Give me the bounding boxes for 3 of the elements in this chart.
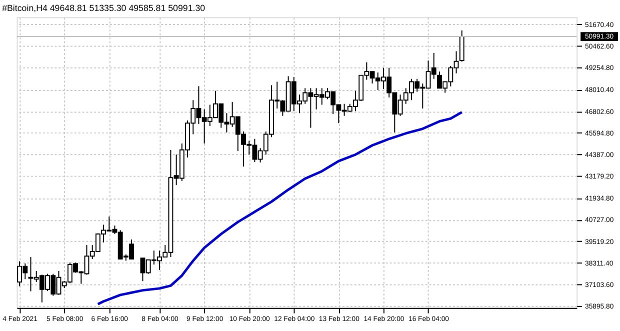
chart-title: #Bitcoin,H4 49648.81 51335.30 49585.81 50991.30 [2, 3, 206, 14]
line-series [96, 110, 464, 306]
candlestick [459, 30, 464, 62]
